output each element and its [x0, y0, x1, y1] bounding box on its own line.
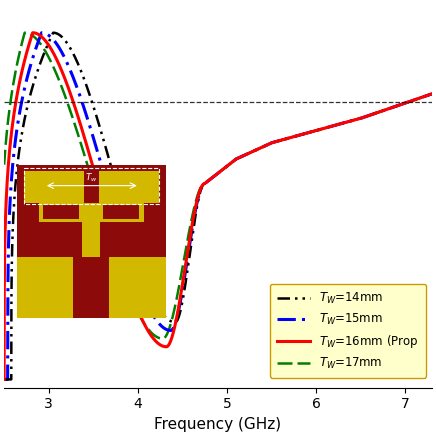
$T_W$=14mm	[421, 94, 426, 99]
$T_W$=16mm (Prop	[43, 38, 48, 43]
$T_W$=17mm	[43, 48, 48, 54]
Line: $T_W$=15mm: $T_W$=15mm	[0, 33, 432, 379]
$T_W$=17mm	[68, 111, 74, 116]
$T_W$=14mm	[374, 110, 379, 116]
$T_W$=16mm (Prop	[374, 110, 379, 116]
$T_W$=15mm	[429, 91, 434, 96]
$T_W$=15mm	[43, 31, 48, 36]
X-axis label: Frequency (GHz): Frequency (GHz)	[154, 417, 282, 432]
$T_W$=15mm	[374, 110, 379, 116]
$T_W$=16mm (Prop	[179, 286, 184, 291]
$T_W$=17mm	[160, 336, 165, 341]
$T_W$=17mm	[421, 94, 426, 99]
$T_W$=16mm (Prop	[68, 93, 74, 98]
Line: $T_W$=17mm: $T_W$=17mm	[0, 33, 432, 379]
$T_W$=15mm	[421, 94, 426, 99]
$T_W$=15mm	[39, 30, 44, 35]
$T_W$=17mm	[429, 91, 434, 96]
$T_W$=14mm	[68, 47, 74, 52]
$T_W$=14mm	[42, 48, 48, 54]
$T_W$=17mm	[374, 110, 379, 116]
$T_W$=15mm	[68, 70, 74, 75]
$T_W$=15mm	[160, 324, 165, 330]
$T_W$=14mm	[179, 302, 184, 307]
$T_W$=17mm	[22, 30, 27, 35]
$T_W$=16mm (Prop	[429, 91, 434, 96]
$T_W$=16mm (Prop	[421, 94, 426, 99]
$T_W$=16mm (Prop	[30, 30, 35, 35]
$T_W$=17mm	[179, 269, 184, 275]
$T_W$=16mm (Prop	[160, 344, 165, 349]
$T_W$=14mm	[160, 311, 165, 317]
Line: $T_W$=14mm: $T_W$=14mm	[0, 33, 432, 379]
Line: $T_W$=16mm (Prop: $T_W$=16mm (Prop	[0, 33, 432, 379]
$T_W$=15mm	[179, 292, 184, 297]
Legend: $T_W$=14mm, $T_W$=15mm, $T_W$=16mm (Prop, $T_W$=17mm: $T_W$=14mm, $T_W$=15mm, $T_W$=16mm (Prop…	[269, 284, 426, 378]
$T_W$=14mm	[51, 30, 56, 35]
$T_W$=14mm	[429, 91, 434, 96]
